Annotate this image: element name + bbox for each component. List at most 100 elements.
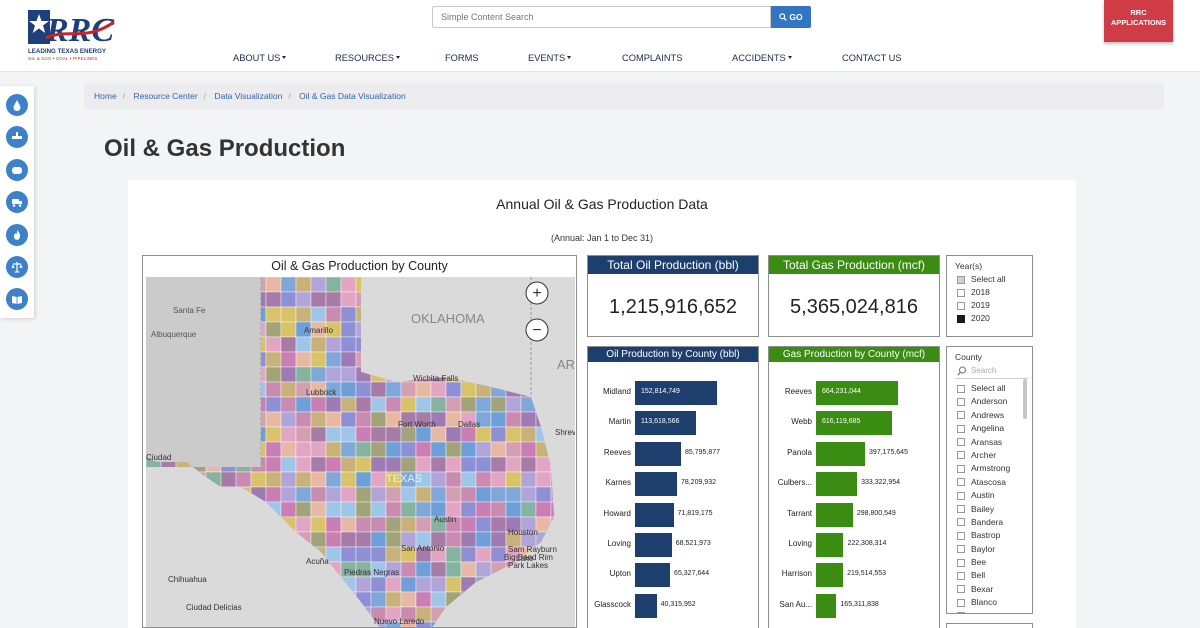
county-tile[interactable] [370, 471, 387, 488]
county-tile[interactable] [355, 456, 372, 473]
county-tile[interactable] [415, 516, 432, 533]
checkbox[interactable] [957, 384, 965, 393]
search-input[interactable] [432, 6, 771, 28]
county-tile[interactable] [430, 591, 447, 608]
county-tile[interactable] [535, 471, 552, 488]
county-tile[interactable] [310, 396, 327, 413]
year-option[interactable]: 2020 [947, 312, 1032, 325]
county-tile[interactable] [325, 486, 342, 503]
rrc-logo[interactable]: RRC LEADING TEXAS ENERGY OIL & GAS • COA… [26, 8, 116, 62]
checkbox[interactable] [957, 491, 965, 500]
county-option[interactable]: Bastrop [947, 529, 1032, 542]
county-tile[interactable] [385, 486, 402, 503]
county-tile[interactable] [340, 516, 357, 533]
county-tile[interactable] [445, 546, 462, 563]
county-tile[interactable] [385, 501, 402, 518]
county-tile[interactable] [370, 621, 387, 628]
county-tile[interactable] [370, 381, 387, 398]
county-tile[interactable] [490, 471, 507, 488]
county-tile[interactable] [445, 456, 462, 473]
county-tile[interactable] [295, 411, 312, 428]
county-tile[interactable] [280, 321, 297, 338]
county-tile[interactable] [280, 486, 297, 503]
county-tile[interactable] [310, 351, 327, 368]
county-tile[interactable] [505, 471, 522, 488]
county-tile[interactable] [295, 516, 312, 533]
county-tile[interactable] [430, 381, 447, 398]
county-tile[interactable] [520, 471, 537, 488]
county-tile[interactable] [310, 471, 327, 488]
nav-item-about-us[interactable]: ABOUT US [233, 53, 287, 63]
county-tile[interactable] [385, 396, 402, 413]
county-tile[interactable] [385, 531, 402, 548]
checkbox[interactable] [957, 518, 965, 527]
oil-bar-row[interactable]: Loving 68,521,973 [588, 533, 758, 557]
county-tile[interactable] [280, 366, 297, 383]
county-tile[interactable] [430, 561, 447, 578]
county-tile[interactable] [400, 516, 417, 533]
county-tile[interactable] [475, 516, 492, 533]
county-tile[interactable] [310, 486, 327, 503]
county-tile[interactable] [400, 576, 417, 593]
oil-bar[interactable] [635, 502, 674, 527]
county-tile[interactable] [310, 291, 327, 308]
checkbox[interactable] [957, 505, 965, 514]
breadcrumb-data-visualization[interactable]: Data Visualization [214, 91, 283, 101]
county-tile[interactable] [340, 396, 357, 413]
flame-icon[interactable] [6, 224, 28, 246]
oil-bar[interactable] [635, 381, 717, 405]
county-tile[interactable] [340, 336, 357, 353]
county-tile[interactable] [445, 471, 462, 488]
county-tile[interactable] [325, 456, 342, 473]
county-tile[interactable] [265, 456, 282, 473]
county-option[interactable]: Atascosa [947, 476, 1032, 489]
county-tile[interactable] [415, 396, 432, 413]
county-tile[interactable] [265, 486, 282, 503]
county-tile[interactable] [550, 501, 566, 518]
nav-item-forms[interactable]: FORMS [445, 53, 479, 63]
county-tile[interactable] [340, 501, 357, 518]
county-tile[interactable] [385, 456, 402, 473]
checkbox[interactable] [957, 464, 965, 473]
county-tile[interactable] [265, 291, 282, 308]
county-tile[interactable] [475, 426, 492, 443]
oil-drop-icon[interactable] [6, 94, 28, 116]
nav-item-complaints[interactable]: COMPLAINTS [622, 53, 682, 63]
county-tile[interactable] [265, 441, 282, 458]
county-tile[interactable] [295, 277, 312, 293]
county-tile[interactable] [370, 516, 387, 533]
county-tile[interactable] [310, 441, 327, 458]
county-tile[interactable] [430, 426, 447, 443]
county-option[interactable]: Archer [947, 449, 1032, 462]
nav-item-resources[interactable]: RESOURCES [335, 53, 400, 63]
county-tile[interactable] [550, 486, 566, 503]
county-tile[interactable] [400, 456, 417, 473]
county-tile[interactable] [385, 441, 402, 458]
county-tile[interactable] [325, 366, 342, 383]
county-tile[interactable] [265, 277, 282, 293]
county-tile[interactable] [535, 456, 552, 473]
breadcrumb-home[interactable]: Home [94, 91, 117, 101]
county-tile[interactable] [220, 471, 237, 488]
county-tile[interactable] [385, 576, 402, 593]
county-tile[interactable] [445, 441, 462, 458]
county-tile[interactable] [310, 306, 327, 323]
oil-bar[interactable] [635, 563, 671, 588]
county-option[interactable]: Aransas [947, 436, 1032, 449]
county-tile[interactable] [265, 321, 282, 338]
map-zoom-in-button[interactable]: + [525, 281, 549, 305]
rrc-applications-button[interactable]: RRC APPLICATIONS [1104, 0, 1173, 42]
checkbox[interactable] [957, 314, 965, 323]
county-tile[interactable] [505, 426, 522, 443]
breadcrumb-oil-gas-data-visualization[interactable]: Oil & Gas Data Visualization [299, 91, 406, 101]
checkbox[interactable] [957, 451, 965, 460]
county-tile[interactable] [370, 531, 387, 548]
county-tile[interactable] [325, 531, 342, 548]
book-icon[interactable] [6, 288, 28, 310]
county-tile[interactable] [400, 561, 417, 578]
county-option[interactable]: Blanco [947, 596, 1032, 609]
county-tile[interactable] [295, 306, 312, 323]
county-tile[interactable] [505, 501, 522, 518]
county-tile[interactable] [325, 336, 342, 353]
county-tile[interactable] [265, 471, 282, 488]
